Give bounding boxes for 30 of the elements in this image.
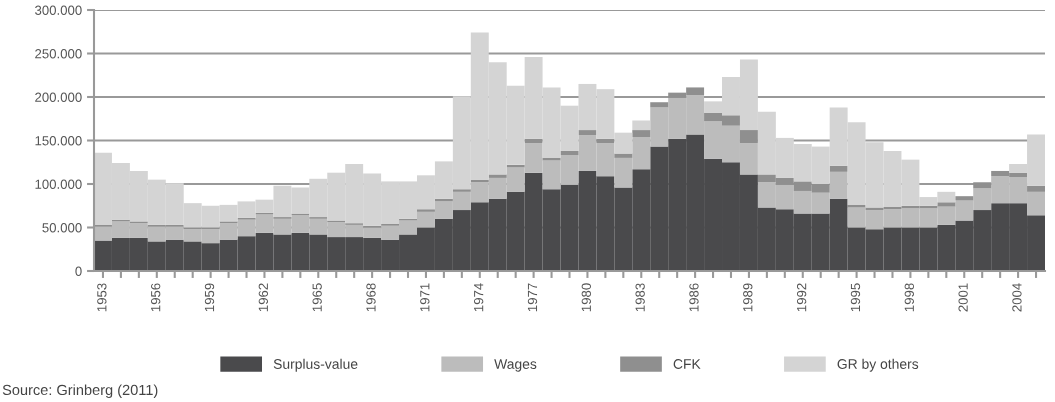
x-tick-label: 2004 bbox=[1012, 283, 1022, 312]
x-tick-label: 1989 bbox=[743, 283, 753, 312]
legend-label: Surplus-value bbox=[273, 358, 358, 372]
y-tick-label: 200.000 bbox=[35, 92, 82, 102]
x-tick-label: 1974 bbox=[473, 283, 484, 312]
x-tick-label: 1995 bbox=[850, 283, 861, 312]
x-tick-label: 1956 bbox=[151, 283, 161, 312]
x-tick-label: 1971 bbox=[420, 283, 430, 312]
x-tick-label: 1962 bbox=[258, 283, 268, 312]
y-tick-label: 0 bbox=[75, 266, 82, 276]
legend-label: GR by others bbox=[837, 358, 919, 372]
y-tick-label: 50.000 bbox=[42, 223, 82, 233]
y-tick-label: 250.000 bbox=[35, 49, 82, 59]
x-tick-label: 1998 bbox=[904, 283, 914, 312]
x-tick-label: 1965 bbox=[312, 283, 322, 312]
legend-label: Wages bbox=[494, 359, 537, 372]
y-tick-label: 300.000 bbox=[35, 5, 82, 15]
x-tick-label: 1977 bbox=[527, 283, 538, 312]
x-tick-label: 1959 bbox=[204, 283, 215, 312]
x-tick-label: 1968 bbox=[366, 283, 376, 312]
x-tick-label: 1992 bbox=[796, 283, 807, 312]
x-tick-label: 1983 bbox=[635, 283, 645, 312]
source-note: Source: Grinberg (2011) bbox=[2, 384, 158, 398]
x-tick-label: 2001 bbox=[958, 283, 968, 312]
x-tick-label: 1980 bbox=[581, 283, 591, 312]
y-tick-label: 150.000 bbox=[35, 136, 82, 146]
legend-label: CFK bbox=[673, 359, 701, 369]
y-tick-label: 100.000 bbox=[35, 179, 82, 189]
x-tick-label: 1953 bbox=[97, 283, 107, 312]
x-tick-label: 1986 bbox=[689, 283, 699, 312]
